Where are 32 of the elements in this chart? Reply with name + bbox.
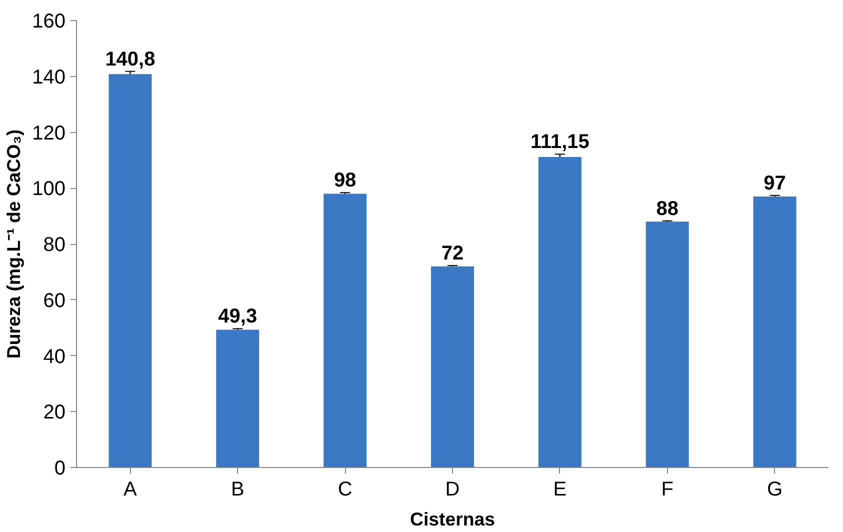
x-axis-title: Cisternas [410, 508, 496, 530]
data-label: 88 [656, 198, 678, 220]
y-tick-label: 40 [43, 346, 66, 368]
x-tick-label: A [124, 478, 138, 500]
data-label: 49,3 [218, 306, 258, 328]
y-tick-label: 60 [43, 290, 66, 312]
y-tick-label: 100 [32, 178, 66, 200]
x-tick-label: D [445, 478, 460, 500]
bar [646, 222, 689, 468]
bar [753, 196, 796, 468]
y-tick-label: 120 [32, 122, 66, 144]
x-tick-label: C [338, 478, 352, 500]
bar [216, 330, 260, 468]
x-tick-label: E [553, 478, 567, 500]
y-axis-title: Dureza (mg.L⁻¹ de CaCO₃) [3, 129, 24, 359]
y-tick-label: 20 [43, 402, 66, 424]
bar [108, 74, 152, 468]
y-tick-label: 80 [43, 234, 66, 256]
y-tick-label: 160 [32, 10, 66, 32]
x-tick-label: F [661, 478, 674, 500]
bar [431, 266, 474, 468]
data-label: 140,8 [105, 48, 156, 70]
data-label: 72 [441, 242, 464, 265]
data-label: 111,15 [530, 131, 590, 154]
bar [538, 156, 582, 468]
x-tick-label: G [767, 478, 783, 500]
y-tick-label: 140 [32, 66, 66, 88]
y-tick-label: 0 [54, 458, 66, 480]
data-label: 98 [334, 170, 356, 192]
data-label: 97 [764, 172, 786, 194]
bar [324, 194, 367, 468]
x-tick-label: B [230, 478, 244, 500]
